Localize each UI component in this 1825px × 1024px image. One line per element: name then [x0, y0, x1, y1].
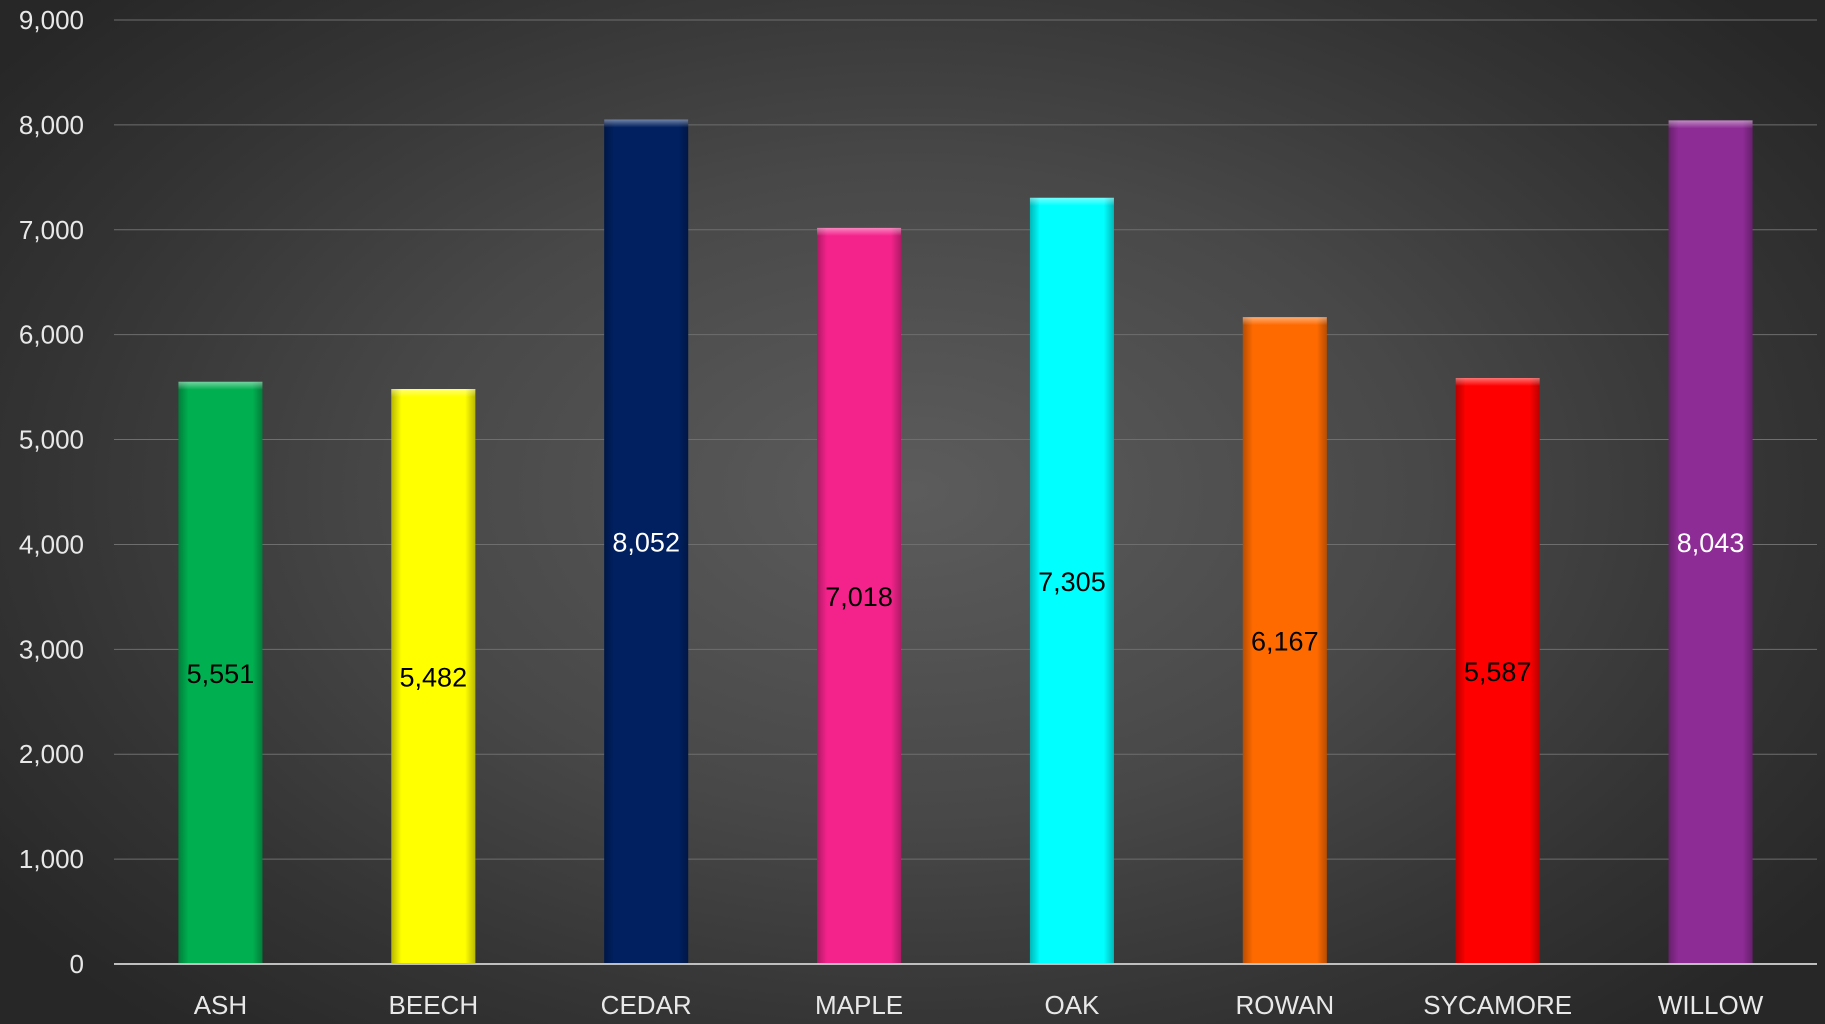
bar-highlight	[604, 119, 689, 128]
y-tick-label: 0	[70, 949, 84, 979]
bar-shading	[1029, 197, 1114, 964]
y-tick-label: 8,000	[19, 110, 84, 140]
bar-highlight	[178, 381, 263, 390]
bars: 5,551 5,482 8,052 7,018 7,305 6,167 5,587 8,043	[178, 119, 1753, 965]
bar-group-oak: 7,305	[1029, 197, 1114, 964]
x-category-label-maple: MAPLE	[815, 990, 903, 1020]
x-axis-categories: ASH BEECH CEDAR MAPLE OAK ROWAN SYCAMORE WILLOW	[194, 990, 1764, 1020]
x-category-label-willow: WILLOW	[1658, 990, 1764, 1020]
x-category-label-oak: OAK	[1044, 990, 1100, 1020]
y-tick-label: 2,000	[19, 739, 84, 769]
y-tick-label: 3,000	[19, 634, 84, 664]
bar-group-beech: 5,482	[391, 388, 476, 964]
data-label-sycamore: 5,587	[1464, 657, 1532, 687]
data-label-rowan: 6,167	[1251, 627, 1319, 657]
bar-shading	[178, 381, 263, 964]
y-tick-label: 9,000	[19, 5, 84, 35]
bar-highlight	[817, 227, 902, 236]
bar-highlight	[1029, 197, 1114, 206]
x-category-label-ash: ASH	[194, 990, 247, 1020]
bar-highlight	[391, 388, 476, 397]
bar-shading	[1242, 317, 1327, 964]
x-category-label-rowan: ROWAN	[1235, 990, 1334, 1020]
data-label-willow: 8,043	[1677, 528, 1745, 558]
bar-highlight	[1242, 317, 1327, 326]
bar-group-sycamore: 5,587	[1455, 377, 1540, 964]
data-label-ash: 5,551	[187, 659, 255, 689]
x-category-label-cedar: CEDAR	[601, 990, 692, 1020]
data-label-oak: 7,305	[1038, 567, 1106, 597]
bar-highlight	[1455, 377, 1540, 386]
data-label-cedar: 8,052	[612, 528, 680, 558]
y-tick-label: 1,000	[19, 844, 84, 874]
bar-group-willow: 8,043	[1668, 120, 1753, 965]
y-tick-label: 5,000	[19, 425, 84, 455]
y-tick-label: 4,000	[19, 529, 84, 559]
y-axis-ticks: 0 1,000 2,000 3,000 4,000 5,000 6,000 7,000 8,00…	[19, 5, 84, 979]
y-tick-label: 7,000	[19, 215, 84, 245]
x-category-label-beech: BEECH	[389, 990, 479, 1020]
data-label-maple: 7,018	[825, 582, 893, 612]
bar-group-ash: 5,551	[178, 381, 263, 964]
bar-group-cedar: 8,052	[604, 119, 689, 964]
bar-shading	[1668, 120, 1753, 965]
bar-shading	[1455, 377, 1540, 964]
bar-group-rowan: 6,167	[1242, 317, 1327, 964]
data-label-beech: 5,482	[400, 662, 468, 692]
bar-shading	[604, 119, 689, 964]
bar-highlight	[1668, 120, 1753, 129]
bar-shading	[817, 227, 902, 964]
x-category-label-sycamore: SYCAMORE	[1423, 990, 1572, 1020]
y-tick-label: 6,000	[19, 320, 84, 350]
gridlines	[114, 19, 1817, 860]
bar-group-maple: 7,018	[817, 227, 902, 964]
bar-shading	[391, 388, 476, 964]
